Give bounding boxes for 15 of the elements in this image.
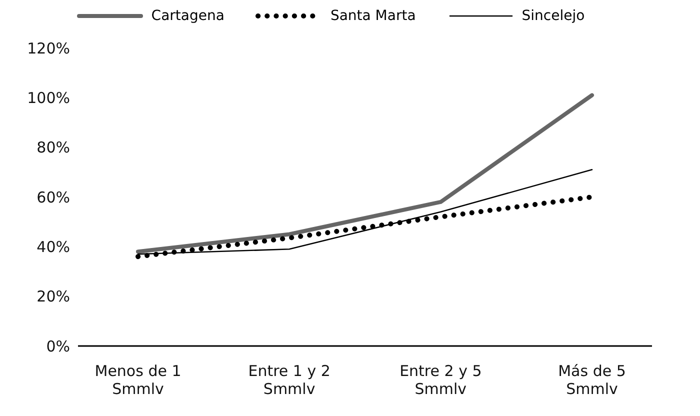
legend-label: Santa Marta bbox=[329, 8, 416, 24]
y-tick-label: 40% bbox=[36, 238, 70, 256]
y-tick-label: 0% bbox=[46, 337, 70, 356]
y-tick-label: 120% bbox=[27, 39, 70, 58]
y-tick-label: 80% bbox=[36, 138, 70, 157]
y-tick-label: 20% bbox=[36, 288, 70, 306]
x-tick-label: Menos de 1 Smmlv bbox=[94, 362, 182, 398]
y-tick-label: 60% bbox=[36, 188, 70, 206]
x-tick-label: Entre 2 y 5 Smmlv bbox=[400, 362, 482, 398]
legend-label: Sincelejo bbox=[520, 8, 585, 24]
y-tick-label: 100% bbox=[27, 88, 70, 107]
x-tick-label: Entre 1 y 2 Smmlv bbox=[248, 362, 330, 398]
x-tick-label: Más de 5 Smmlv bbox=[558, 362, 626, 398]
line-series bbox=[136, 93, 594, 254]
legend-label: Cartagena bbox=[150, 8, 224, 24]
